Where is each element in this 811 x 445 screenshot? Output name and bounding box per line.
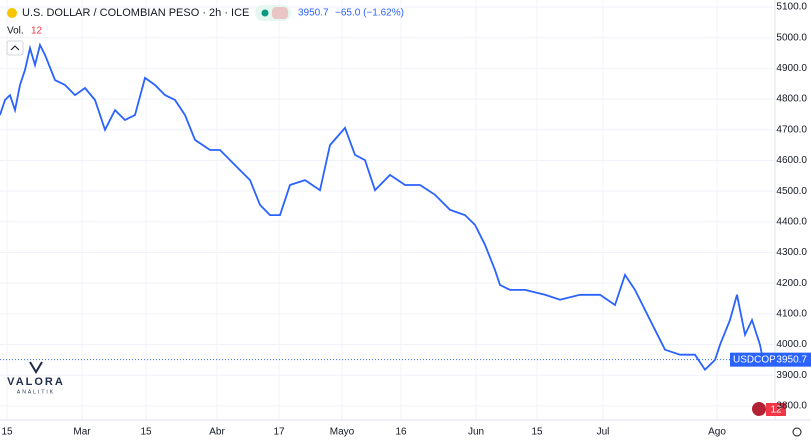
y-tick-label: 4100.0 xyxy=(776,308,807,319)
volume-value: 12 xyxy=(31,26,43,37)
logo-subtext: ANALITIK xyxy=(17,389,55,395)
status-icon xyxy=(272,7,288,19)
y-tick-label: 4800.0 xyxy=(776,94,807,105)
flag-icon xyxy=(7,8,17,18)
x-tick-label: Ago xyxy=(708,427,726,438)
symbol-tag xyxy=(730,352,775,367)
logo-mark xyxy=(29,361,43,374)
grid-layer xyxy=(0,0,775,420)
x-tick-label: 17 xyxy=(273,427,285,438)
x-tick-label: Mayo xyxy=(330,427,355,438)
x-tick-label: 16 xyxy=(395,427,407,438)
logo-text: VALORA xyxy=(7,376,65,388)
price-tag xyxy=(775,352,811,367)
y-tick-label: 4700.0 xyxy=(776,124,807,135)
x-tick-label: Jul xyxy=(597,427,610,438)
x-tick-label: Mar xyxy=(73,427,91,438)
x-tick-label: 15 xyxy=(1,427,13,438)
volume-label: Vol. xyxy=(7,26,24,37)
y-tick-label: 5000.0 xyxy=(776,32,807,43)
y-tick-label: 4000.0 xyxy=(776,339,807,350)
x-tick-label: Jun xyxy=(468,427,484,438)
y-tick-label: 5100.0 xyxy=(776,2,807,13)
y-tick-label: 4200.0 xyxy=(776,278,807,289)
symbol-tag-text: USDCOP xyxy=(733,354,776,365)
y-tick-label: 4600.0 xyxy=(776,155,807,166)
flag-badge xyxy=(752,402,766,416)
y-tick-label: 3800.0 xyxy=(776,401,807,412)
collapse-icon xyxy=(10,45,20,51)
status-dot xyxy=(261,9,269,17)
last-price: 3950.7 xyxy=(298,8,329,19)
price-tag-text: 3950.7 xyxy=(776,354,807,365)
x-tick-label: 15 xyxy=(140,427,152,438)
price-line xyxy=(0,42,764,372)
volume-badge-text: 12 xyxy=(770,405,782,416)
chart-title: U.S. DOLLAR / COLOMBIAN PESO · 2h · ICE xyxy=(22,7,249,19)
x-tick-label: Abr xyxy=(209,427,225,438)
settings-icon[interactable] xyxy=(792,427,802,437)
price-change: −65.0 (−1.62%) xyxy=(335,8,404,19)
y-tick-label: 4500.0 xyxy=(776,186,807,197)
y-tick-label: 4300.0 xyxy=(776,247,807,258)
y-tick-label: 3900.0 xyxy=(776,370,807,381)
y-tick-label: 4900.0 xyxy=(776,63,807,74)
x-tick-label: 15 xyxy=(531,427,543,438)
collapse-button[interactable] xyxy=(6,40,24,56)
status-badge xyxy=(255,5,291,21)
volume-badge xyxy=(766,403,786,416)
y-tick-label: 4400.0 xyxy=(776,216,807,227)
